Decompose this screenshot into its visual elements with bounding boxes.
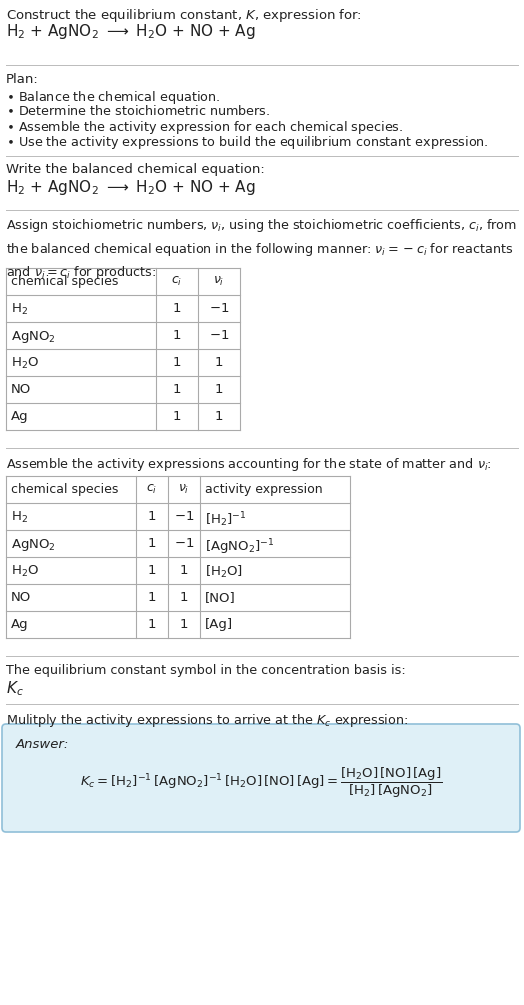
FancyBboxPatch shape: [2, 724, 520, 832]
Text: 1: 1: [180, 618, 188, 631]
Text: Assign stoichiometric numbers, $\nu_i$, using the stoichiometric coefficients, $: Assign stoichiometric numbers, $\nu_i$, …: [6, 217, 517, 281]
Text: 1: 1: [173, 356, 181, 369]
Text: $\bullet$ Assemble the activity expression for each chemical species.: $\bullet$ Assemble the activity expressi…: [6, 119, 403, 136]
Text: $\mathrm{H_2}$: $\mathrm{H_2}$: [11, 302, 28, 318]
Text: 1: 1: [148, 618, 156, 631]
Text: 1: 1: [148, 537, 156, 550]
Text: $\mathrm{H_2}$O: $\mathrm{H_2}$O: [11, 356, 39, 371]
Text: 1: 1: [173, 410, 181, 423]
Text: 1: 1: [148, 564, 156, 577]
Text: Answer:: Answer:: [16, 738, 69, 751]
Text: $\mathrm{H_2}$: $\mathrm{H_2}$: [11, 510, 28, 525]
Text: Ag: Ag: [11, 410, 29, 423]
Text: $[\mathrm{AgNO_2}]^{-1}$: $[\mathrm{AgNO_2}]^{-1}$: [205, 537, 275, 557]
Text: $\nu_i$: $\nu_i$: [178, 483, 190, 496]
Text: $\bullet$ Balance the chemical equation.: $\bullet$ Balance the chemical equation.: [6, 89, 220, 106]
Text: $\bullet$ Determine the stoichiometric numbers.: $\bullet$ Determine the stoichiometric n…: [6, 104, 270, 118]
Text: 1: 1: [173, 329, 181, 342]
Text: [Ag]: [Ag]: [205, 618, 233, 631]
Text: 1: 1: [180, 564, 188, 577]
Text: $-1$: $-1$: [174, 510, 194, 523]
Text: $\mathrm{H_2}$ + AgNO$_2$ $\longrightarrow$ $\mathrm{H_2}$O + NO + Ag: $\mathrm{H_2}$ + AgNO$_2$ $\longrightarr…: [6, 178, 256, 197]
Text: Ag: Ag: [11, 618, 29, 631]
Text: Write the balanced chemical equation:: Write the balanced chemical equation:: [6, 163, 265, 176]
Text: $-1$: $-1$: [174, 537, 194, 550]
Text: NO: NO: [11, 383, 31, 396]
Text: 1: 1: [180, 591, 188, 604]
Text: [NO]: [NO]: [205, 591, 236, 604]
Text: chemical species: chemical species: [11, 275, 118, 288]
Text: Mulitply the activity expressions to arrive at the $K_c$ expression:: Mulitply the activity expressions to arr…: [6, 712, 408, 729]
Text: 1: 1: [148, 591, 156, 604]
Text: $c_i$: $c_i$: [171, 275, 183, 288]
Text: $\mathrm{H_2}$ + AgNO$_2$ $\longrightarrow$ $\mathrm{H_2}$O + NO + Ag: $\mathrm{H_2}$ + AgNO$_2$ $\longrightarr…: [6, 22, 256, 41]
Text: $\nu_i$: $\nu_i$: [213, 275, 225, 288]
Text: $K_c = [\mathrm{H_2}]^{-1}\,[\mathrm{AgNO_2}]^{-1}\,[\mathrm{H_2O}]\,[\mathrm{NO: $K_c = [\mathrm{H_2}]^{-1}\,[\mathrm{AgN…: [80, 766, 442, 800]
Text: $-1$: $-1$: [209, 329, 229, 342]
Text: 1: 1: [148, 510, 156, 523]
Text: 1: 1: [215, 410, 223, 423]
Text: $\bullet$ Use the activity expressions to build the equilibrium constant express: $\bullet$ Use the activity expressions t…: [6, 134, 489, 151]
Text: 1: 1: [173, 302, 181, 315]
Text: AgNO$_2$: AgNO$_2$: [11, 329, 56, 345]
Text: Assemble the activity expressions accounting for the state of matter and $\nu_i$: Assemble the activity expressions accoun…: [6, 456, 492, 473]
Text: NO: NO: [11, 591, 31, 604]
Text: $\mathrm{H_2}$O: $\mathrm{H_2}$O: [11, 564, 39, 579]
Text: activity expression: activity expression: [205, 483, 323, 496]
Text: chemical species: chemical species: [11, 483, 118, 496]
Text: AgNO$_2$: AgNO$_2$: [11, 537, 56, 553]
Text: $[\mathrm{H_2}]^{-1}$: $[\mathrm{H_2}]^{-1}$: [205, 510, 247, 529]
Text: $-1$: $-1$: [209, 302, 229, 315]
Text: $K_c$: $K_c$: [6, 679, 24, 697]
Text: 1: 1: [215, 383, 223, 396]
Text: Plan:: Plan:: [6, 73, 39, 86]
Text: $c_i$: $c_i$: [146, 483, 158, 496]
Text: Construct the equilibrium constant, $K$, expression for:: Construct the equilibrium constant, $K$,…: [6, 7, 362, 24]
Text: 1: 1: [215, 356, 223, 369]
Text: The equilibrium constant symbol in the concentration basis is:: The equilibrium constant symbol in the c…: [6, 664, 406, 677]
Text: [$\mathrm{H_2}$O]: [$\mathrm{H_2}$O]: [205, 564, 243, 580]
Text: 1: 1: [173, 383, 181, 396]
